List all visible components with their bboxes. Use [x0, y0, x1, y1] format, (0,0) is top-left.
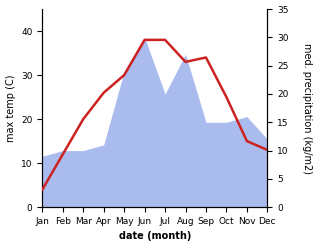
- Y-axis label: med. precipitation (kg/m2): med. precipitation (kg/m2): [302, 43, 313, 174]
- X-axis label: date (month): date (month): [119, 231, 191, 242]
- Y-axis label: max temp (C): max temp (C): [5, 74, 16, 142]
